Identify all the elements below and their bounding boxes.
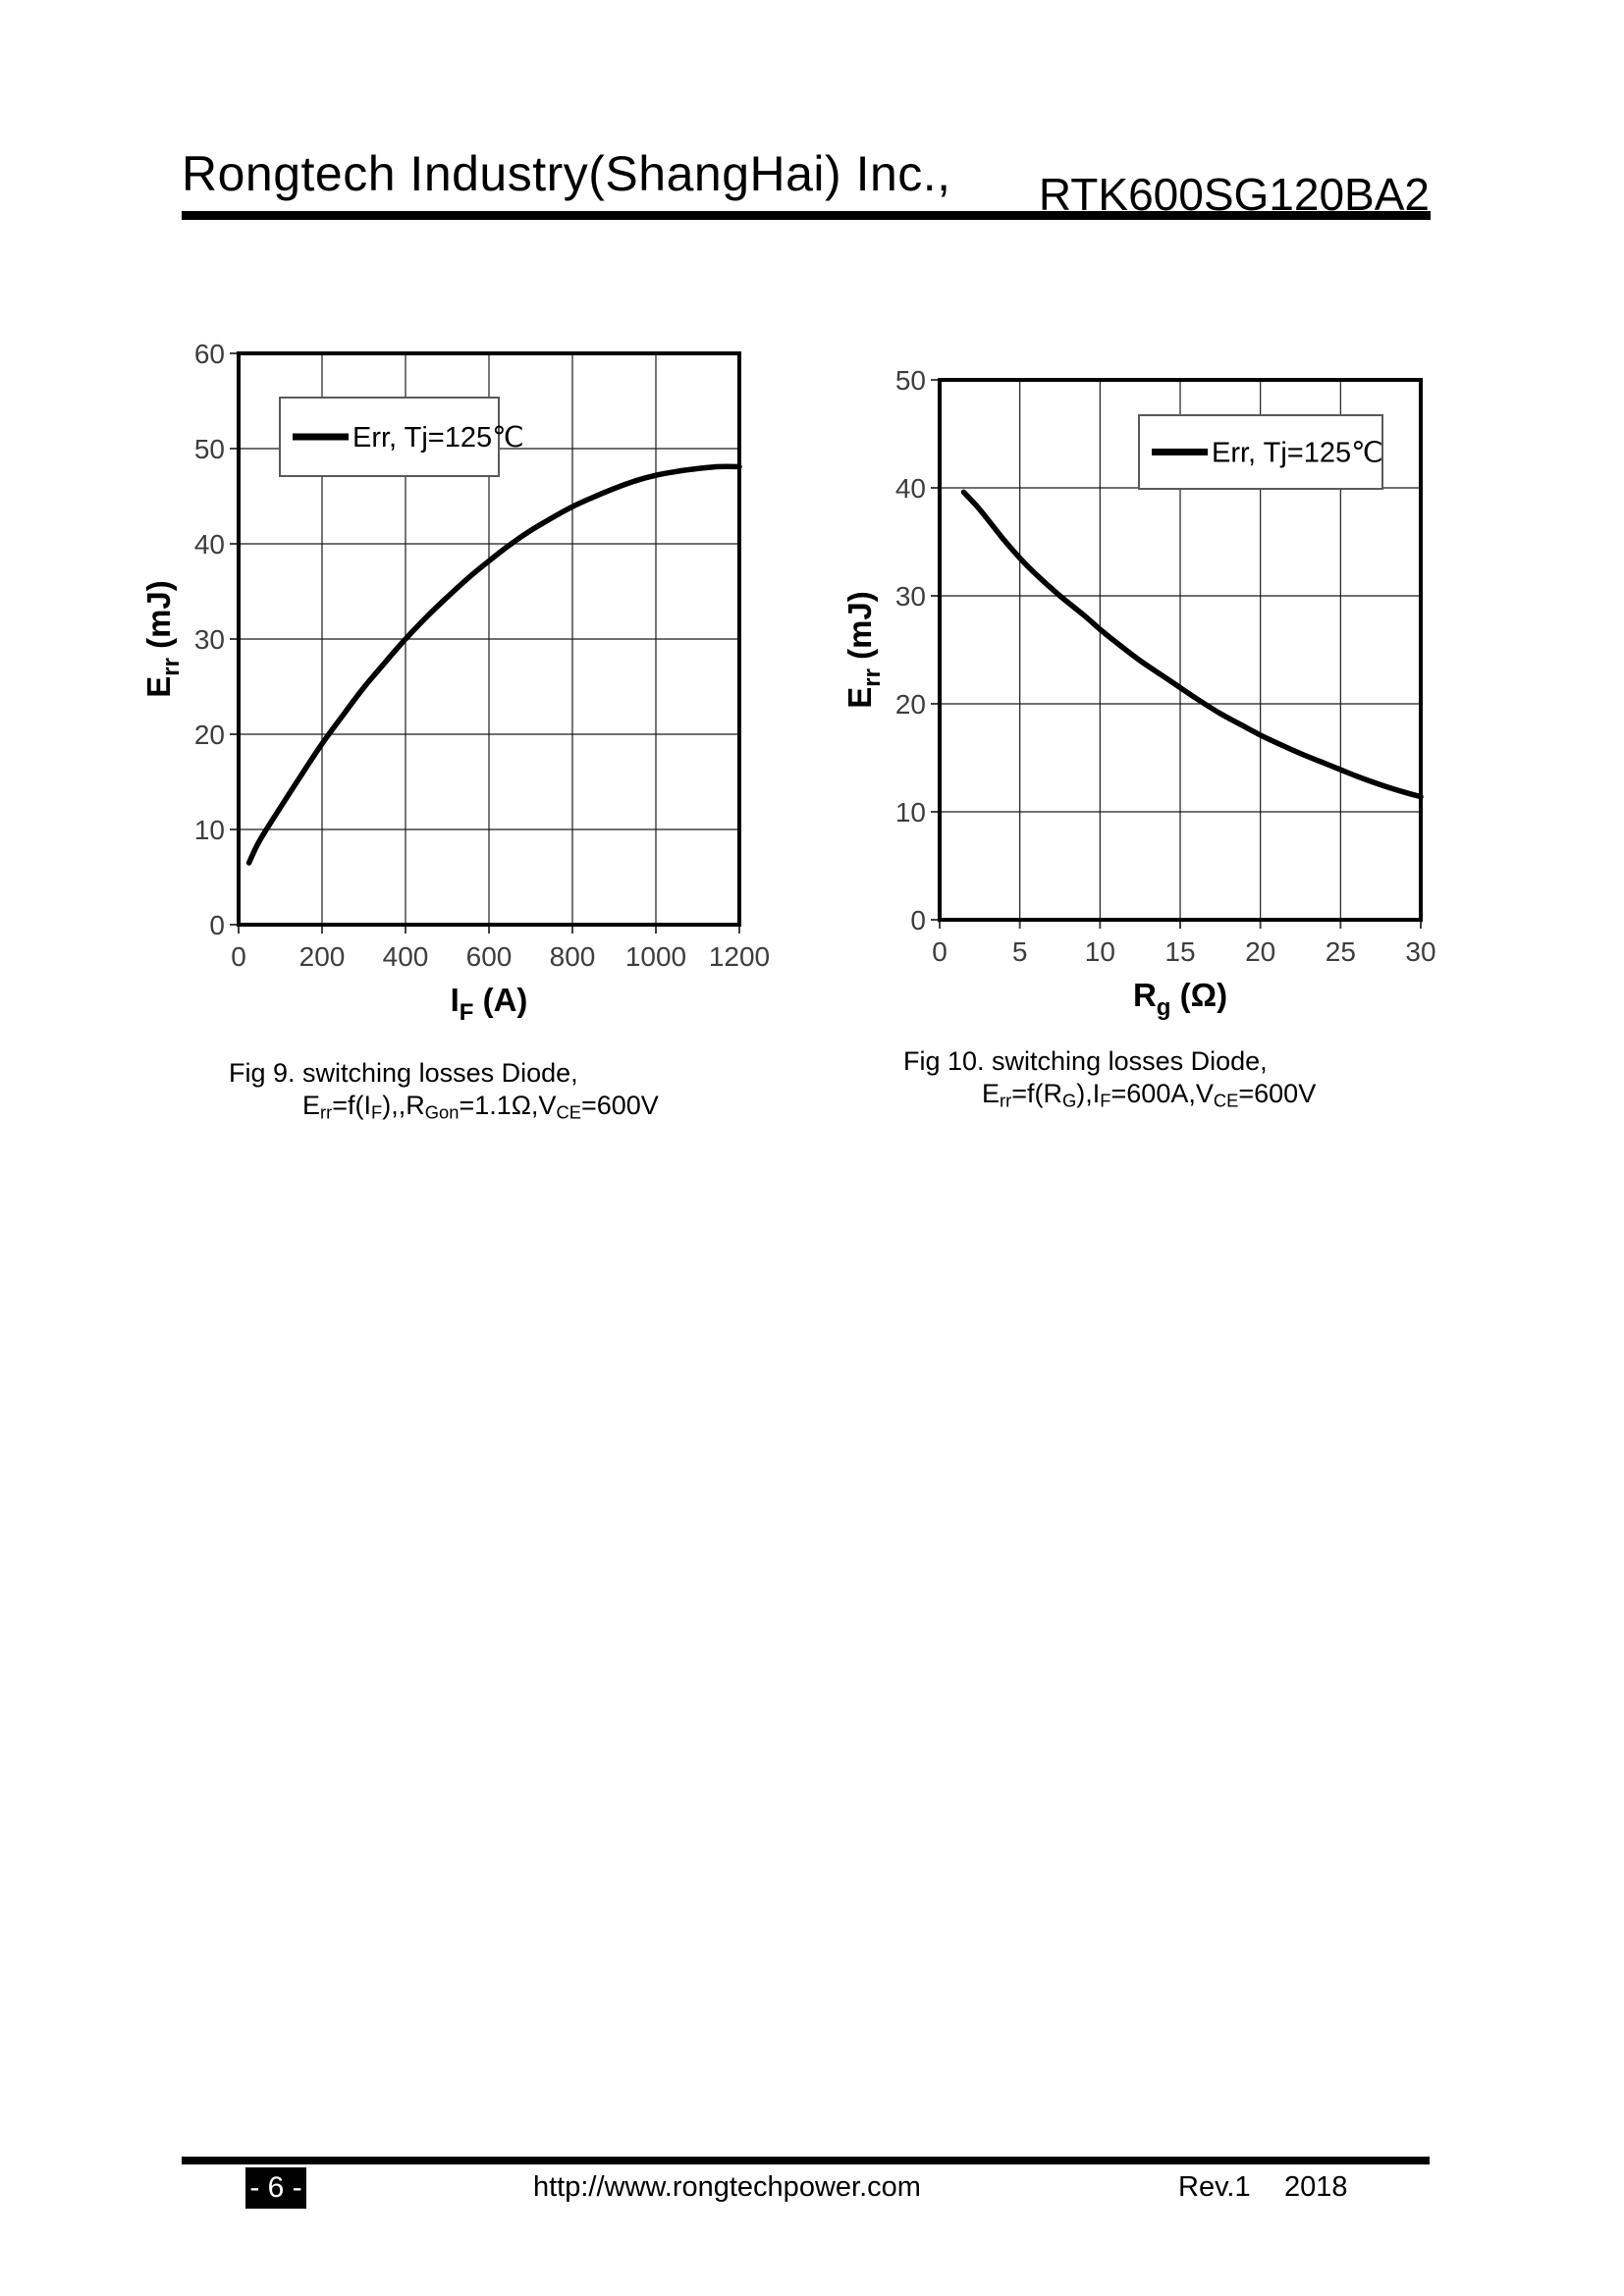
svg-text:20: 20 bbox=[895, 689, 926, 720]
page-number-badge: - 6 - bbox=[245, 2167, 306, 2209]
svg-text:10: 10 bbox=[895, 797, 926, 828]
svg-text:0: 0 bbox=[910, 905, 926, 935]
svg-text:0: 0 bbox=[231, 941, 246, 972]
svg-text:10: 10 bbox=[1085, 936, 1115, 967]
legend: Err, Tj=125℃ bbox=[279, 397, 524, 477]
legend-label: Err, Tj=125℃ bbox=[1212, 438, 1383, 469]
fig10-caption-line2: Err=f(RG),IF=600A,VCE=600V bbox=[982, 1079, 1317, 1111]
svg-text:60: 60 bbox=[194, 339, 225, 369]
series-curve bbox=[960, 489, 1424, 800]
footer-revision: Rev.1 bbox=[1178, 2171, 1251, 2203]
y-tick-labels: 0 10 20 30 40 50 bbox=[895, 365, 926, 935]
svg-text:30: 30 bbox=[194, 624, 225, 655]
svg-text:40: 40 bbox=[895, 473, 926, 504]
svg-text:40: 40 bbox=[194, 529, 225, 560]
footer-divider bbox=[182, 2157, 1430, 2164]
err-vs-rg-chart: 0 5 10 15 20 25 30 0 10 20 30 40 50 Err, Tj=125℃ Rg (Ω… bbox=[830, 324, 1463, 1026]
chart-svg: 0 5 10 15 20 25 30 0 10 20 30 40 50 Err, Tj=125℃ Rg (Ω… bbox=[841, 365, 1436, 1021]
footer-year: 2018 bbox=[1284, 2171, 1348, 2203]
plot-border bbox=[938, 378, 1423, 922]
svg-text:10: 10 bbox=[194, 815, 225, 845]
svg-text:30: 30 bbox=[895, 581, 926, 612]
x-axis-title: IF (A) bbox=[451, 982, 528, 1026]
svg-text:800: 800 bbox=[550, 941, 596, 972]
y-axis-title: Err (mJ) bbox=[841, 591, 886, 709]
legend: Err, Tj=125℃ bbox=[1138, 414, 1383, 490]
svg-text:20: 20 bbox=[194, 720, 225, 750]
chart-svg: 0 200 400 600 800 1000 1200 0 10 20 30 40 50 60 Err, T… bbox=[140, 339, 770, 1026]
svg-text:30: 30 bbox=[1405, 936, 1435, 967]
plot-border bbox=[237, 351, 741, 927]
header-divider bbox=[182, 211, 1431, 220]
x-axis-title: Rg (Ω) bbox=[1133, 977, 1227, 1021]
y-tick-labels: 0 10 20 30 40 50 60 bbox=[194, 339, 225, 940]
x-tick-labels: 0 200 400 600 800 1000 1200 bbox=[231, 941, 770, 972]
svg-text:15: 15 bbox=[1164, 936, 1195, 967]
y-axis-title: Err (mJ) bbox=[140, 580, 185, 698]
svg-text:50: 50 bbox=[895, 365, 926, 396]
fig9-caption-line1: Fig 9. switching losses Diode, bbox=[229, 1058, 578, 1088]
series-curve bbox=[245, 463, 742, 866]
fig9-caption-line2: Err=f(IF),,RGon=1.1Ω,VCE=600V bbox=[302, 1091, 659, 1123]
legend-label: Err, Tj=125℃ bbox=[352, 422, 524, 454]
company-name: Rongtech Industry(ShangHai) Inc., bbox=[182, 146, 951, 201]
err-vs-if-chart: 0 200 400 600 800 1000 1200 0 10 20 30 40 50 60 Err, T… bbox=[123, 324, 781, 1026]
svg-text:25: 25 bbox=[1326, 936, 1356, 967]
x-tick-labels: 0 5 10 15 20 25 30 bbox=[932, 936, 1435, 967]
svg-text:600: 600 bbox=[466, 941, 513, 972]
svg-text:0: 0 bbox=[209, 910, 225, 940]
svg-text:400: 400 bbox=[383, 941, 429, 972]
fig10-caption-line1: Fig 10. switching losses Diode, bbox=[903, 1046, 1268, 1076]
svg-text:0: 0 bbox=[932, 936, 947, 967]
footer-url: http://www.rongtechpower.com bbox=[533, 2171, 921, 2203]
svg-text:1200: 1200 bbox=[709, 941, 770, 972]
svg-text:5: 5 bbox=[1012, 936, 1028, 967]
svg-text:1000: 1000 bbox=[625, 941, 686, 972]
svg-text:50: 50 bbox=[194, 434, 225, 464]
svg-text:200: 200 bbox=[299, 941, 346, 972]
svg-text:20: 20 bbox=[1245, 936, 1275, 967]
